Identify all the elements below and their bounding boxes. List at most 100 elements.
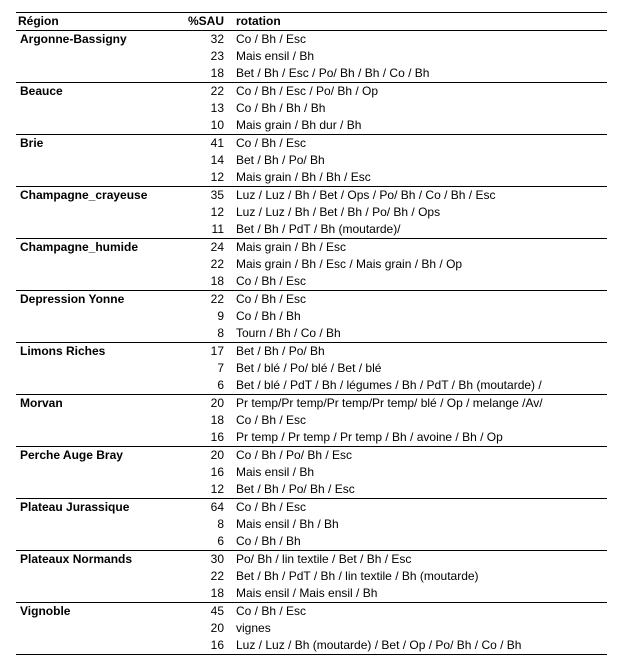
sau-cell: 20 [180,620,234,637]
table-row: Brie41Co / Bh / Esc [16,135,607,153]
region-name-cell [16,169,180,187]
region-name-cell: Perche Auge Bray [16,447,180,465]
region-name-cell [16,273,180,291]
table-row: 16Pr temp / Pr temp / Pr temp / Bh / avo… [16,429,607,447]
region-name-cell: Plateau Jurassique [16,499,180,517]
rotation-cell: Co / Bh / Po/ Bh / Esc [234,447,607,465]
sau-cell: 32 [180,31,234,49]
table-row: 7Bet / blé / Po/ blé / Bet / blé [16,360,607,377]
region-name-cell [16,464,180,481]
table-row: Morvan20Pr temp/Pr temp/Pr temp/Pr temp/… [16,395,607,413]
region-name-cell [16,412,180,429]
rotation-cell: Co / Bh / Esc [234,31,607,49]
rotation-cell: Luz / Luz / Bh / Bet / Ops / Po/ Bh / Co… [234,187,607,205]
sau-cell: 18 [180,65,234,83]
region-name-cell [16,221,180,239]
rotation-cell: Bet / Bh / Esc / Po/ Bh / Bh / Co / Bh [234,65,607,83]
region-name-cell [16,100,180,117]
rotation-cell: Co / Bh / Bh [234,533,607,551]
sau-cell: 18 [180,585,234,603]
sau-cell: 12 [180,204,234,221]
sau-cell: 12 [180,481,234,499]
region-name-cell [16,65,180,83]
rotation-cell: Pr temp / Pr temp / Pr temp / Bh / avoin… [234,429,607,447]
rotation-cell: Co / Bh / Esc [234,603,607,621]
table-row: 22Bet / Bh / PdT / Bh / lin textile / Bh… [16,568,607,585]
table-row: 11Bet / Bh / PdT / Bh (moutarde)/ [16,221,607,239]
region-name-cell: Champagne_crayeuse [16,187,180,205]
rotation-cell: Co / Bh / Esc / Po/ Bh / Op [234,83,607,101]
table-row: Perche Auge Bray20Co / Bh / Po/ Bh / Esc [16,447,607,465]
table-row: 23Mais ensil / Bh [16,48,607,65]
rotation-cell: Co / Bh / Esc [234,499,607,517]
region-name-cell: Brie [16,135,180,153]
sau-cell: 20 [180,395,234,413]
table-row: 18Co / Bh / Esc [16,412,607,429]
table-row: Argonne-Bassigny32Co / Bh / Esc [16,31,607,49]
rotation-cell: Co / Bh / Esc [234,273,607,291]
table-row: 18Bet / Bh / Esc / Po/ Bh / Bh / Co / Bh [16,65,607,83]
rotation-cell: Tourn / Bh / Co / Bh [234,325,607,343]
rotation-cell: Pr temp/Pr temp/Pr temp/Pr temp/ blé / O… [234,395,607,413]
table-row: Champagne_humide24Mais grain / Bh / Esc [16,239,607,257]
rotation-cell: Luz / Luz / Bh (moutarde) / Bet / Op / P… [234,637,607,655]
rotation-cell: Bet / Bh / Po/ Bh / Esc [234,481,607,499]
region-name-cell: Depression Yonne [16,291,180,309]
rotation-cell: Luz / Luz / Bh / Bet / Bh / Po/ Bh / Ops [234,204,607,221]
region-name-cell [16,48,180,65]
table-row: 6Bet / blé / PdT / Bh / légumes / Bh / P… [16,377,607,395]
table-row: 16Luz / Luz / Bh (moutarde) / Bet / Op /… [16,637,607,655]
sau-cell: 7 [180,360,234,377]
region-name-cell: Champagne_humide [16,239,180,257]
region-name-cell [16,585,180,603]
table-row: 12Mais grain / Bh / Bh / Esc [16,169,607,187]
sau-cell: 30 [180,551,234,569]
rotation-cell: Co / Bh / Esc [234,135,607,153]
sau-cell: 35 [180,187,234,205]
region-name-cell [16,637,180,655]
region-name-cell [16,533,180,551]
rotation-cell: Mais ensil / Bh [234,464,607,481]
region-name-cell: Argonne-Bassigny [16,31,180,49]
table-row: 13Co / Bh / Bh / Bh [16,100,607,117]
rotation-cell: vignes [234,620,607,637]
sau-cell: 45 [180,603,234,621]
sau-cell: 23 [180,48,234,65]
rotation-cell: Co / Bh / Esc [234,291,607,309]
rotation-cell: Mais grain / Bh / Esc [234,239,607,257]
table-row: Depression Yonne22Co / Bh / Esc [16,291,607,309]
table-row: Vignoble45Co / Bh / Esc [16,603,607,621]
table-row: 18Mais ensil / Mais ensil / Bh [16,585,607,603]
rotation-cell: Mais grain / Bh dur / Bh [234,117,607,135]
col-header-region: Région [16,13,180,31]
rotation-cell: Po/ Bh / lin textile / Bet / Bh / Esc [234,551,607,569]
sau-cell: 8 [180,325,234,343]
region-name-cell [16,360,180,377]
region-name-cell [16,620,180,637]
region-name-cell [16,256,180,273]
sau-cell: 64 [180,499,234,517]
table-row: 14Bet / Bh / Po/ Bh [16,152,607,169]
sau-cell: 12 [180,169,234,187]
table-row: 6Co / Bh / Bh [16,533,607,551]
table-row: Plateau Jurassique64Co / Bh / Esc [16,499,607,517]
rotation-cell: Mais grain / Bh / Esc / Mais grain / Bh … [234,256,607,273]
sau-cell: 10 [180,117,234,135]
col-header-sau: %SAU [180,13,234,31]
rotation-cell: Co / Bh / Bh / Bh [234,100,607,117]
table-row: Champagne_crayeuse35Luz / Luz / Bh / Bet… [16,187,607,205]
region-name-cell: Plateaux Normands [16,551,180,569]
region-name-cell: Limons Riches [16,343,180,361]
sau-cell: 14 [180,152,234,169]
rotation-cell: Mais grain / Bh / Bh / Esc [234,169,607,187]
rotation-cell: Bet / Bh / Po/ Bh [234,152,607,169]
region-name-cell [16,204,180,221]
table-row: 12Bet / Bh / Po/ Bh / Esc [16,481,607,499]
region-name-cell [16,152,180,169]
col-header-rotation: rotation [234,13,607,31]
table-row: 20vignes [16,620,607,637]
rotation-table: Région %SAU rotation Argonne-Bassigny32C… [16,12,607,655]
rotation-cell: Bet / Bh / PdT / Bh / lin textile / Bh (… [234,568,607,585]
rotation-cell: Co / Bh / Esc [234,412,607,429]
sau-cell: 16 [180,637,234,655]
